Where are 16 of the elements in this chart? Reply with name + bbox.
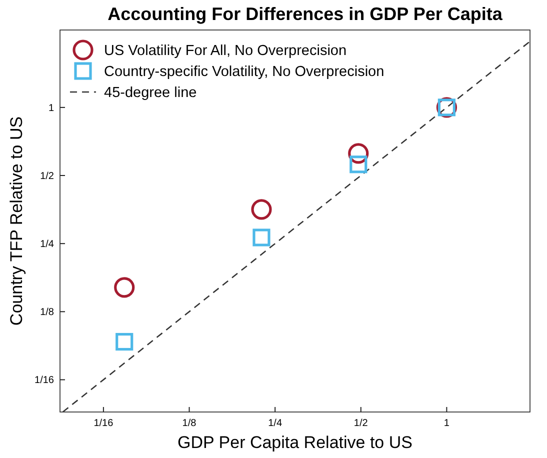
y-axis-title: Country TFP Relative to US — [7, 116, 26, 326]
chart-title: Accounting For Differences in GDP Per Capita — [108, 4, 504, 24]
x-axis-title: GDP Per Capita Relative to US — [178, 433, 412, 452]
x-tick-label: 1 — [444, 418, 450, 429]
x-tick-label: 1/2 — [354, 418, 368, 429]
legend-label: US Volatility For All, No Overprecision — [104, 43, 347, 59]
x-tick-label: 1/4 — [268, 418, 282, 429]
x-tick-label: 1/16 — [94, 418, 114, 429]
y-tick-label: 1/8 — [40, 307, 54, 318]
y-tick-label: 1 — [48, 102, 54, 114]
y-tick-label: 1/16 — [34, 375, 54, 386]
legend-label: 45-degree line — [104, 85, 197, 101]
y-tick-label: 1/4 — [40, 239, 54, 250]
x-tick-label: 1/8 — [182, 418, 197, 429]
legend-label: Country-specific Volatility, No Overprecision — [104, 64, 384, 80]
y-tick-label: 1/2 — [40, 171, 54, 182]
